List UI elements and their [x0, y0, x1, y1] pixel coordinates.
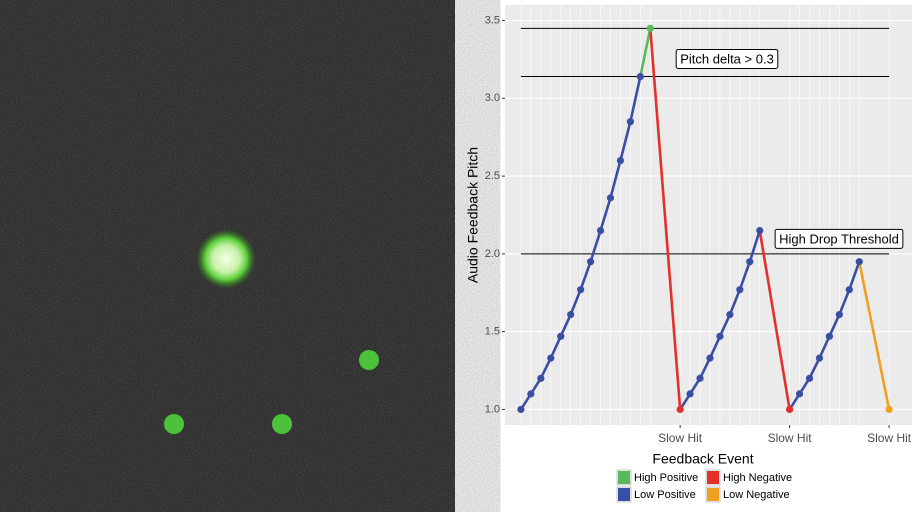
data-point [716, 333, 723, 340]
data-point [746, 258, 753, 265]
data-point [547, 355, 554, 362]
data-point [677, 406, 684, 413]
data-point [756, 227, 763, 234]
legend-label: High Negative [723, 472, 792, 484]
data-point [537, 375, 544, 382]
x-tick-label: Slow Hit [658, 431, 703, 445]
camera-image [0, 0, 455, 512]
annotation: Pitch delta > 0.3 [676, 49, 778, 68]
x-tick-label: Slow Hit [867, 431, 912, 445]
legend-label: High Positive [634, 472, 698, 484]
data-point [706, 355, 713, 362]
data-point [567, 311, 574, 318]
data-point [816, 355, 823, 362]
legend-swatch [618, 488, 630, 501]
data-point [786, 406, 793, 413]
screen: Audio Feedback Pitch Feedback Event 1.0 1… [0, 0, 916, 512]
data-point [886, 406, 893, 413]
x-tick-label: Slow Hit [768, 431, 813, 445]
page: Audio Feedback Pitch Feedback Event 1.0 1… [0, 0, 916, 512]
data-point [846, 286, 853, 293]
data-point [637, 73, 644, 80]
data-point [686, 390, 693, 397]
data-point [587, 258, 594, 265]
data-point [696, 375, 703, 382]
data-point [517, 406, 524, 413]
data-point [557, 333, 564, 340]
y-tick-label: 2.5 [485, 170, 500, 182]
data-point [647, 25, 654, 32]
y-tick-label: 1.5 [485, 326, 500, 338]
y-tick-label: 3.0 [485, 92, 500, 104]
legend-label: Low Positive [634, 489, 696, 501]
data-point [607, 194, 614, 201]
y-tick-label: 1.0 [485, 403, 500, 415]
data-point [856, 258, 863, 265]
reference-label: High Drop Threshold [775, 229, 903, 248]
legend-label: Low Negative [723, 489, 790, 501]
data-point [736, 286, 743, 293]
legend-title: Feedback Event [652, 451, 753, 467]
data-point [826, 333, 833, 340]
data-point [796, 390, 803, 397]
label-text: Pitch delta > 0.3 [680, 51, 774, 66]
label-text: High Drop Threshold [779, 231, 899, 246]
data-point [577, 286, 584, 293]
y-tick-label: 3.5 [485, 14, 500, 26]
data-point [726, 311, 733, 318]
data-point [836, 311, 843, 318]
data-point [597, 227, 604, 234]
y-tick-label: 2.0 [485, 248, 500, 260]
legend-swatch [618, 471, 630, 484]
data-point [627, 118, 634, 125]
legend-swatch [707, 471, 719, 484]
y-axis-title: Audio Feedback Pitch [465, 147, 481, 283]
data-point [806, 375, 813, 382]
legend-swatch [707, 488, 719, 501]
data-point [617, 157, 624, 164]
data-point [527, 390, 534, 397]
